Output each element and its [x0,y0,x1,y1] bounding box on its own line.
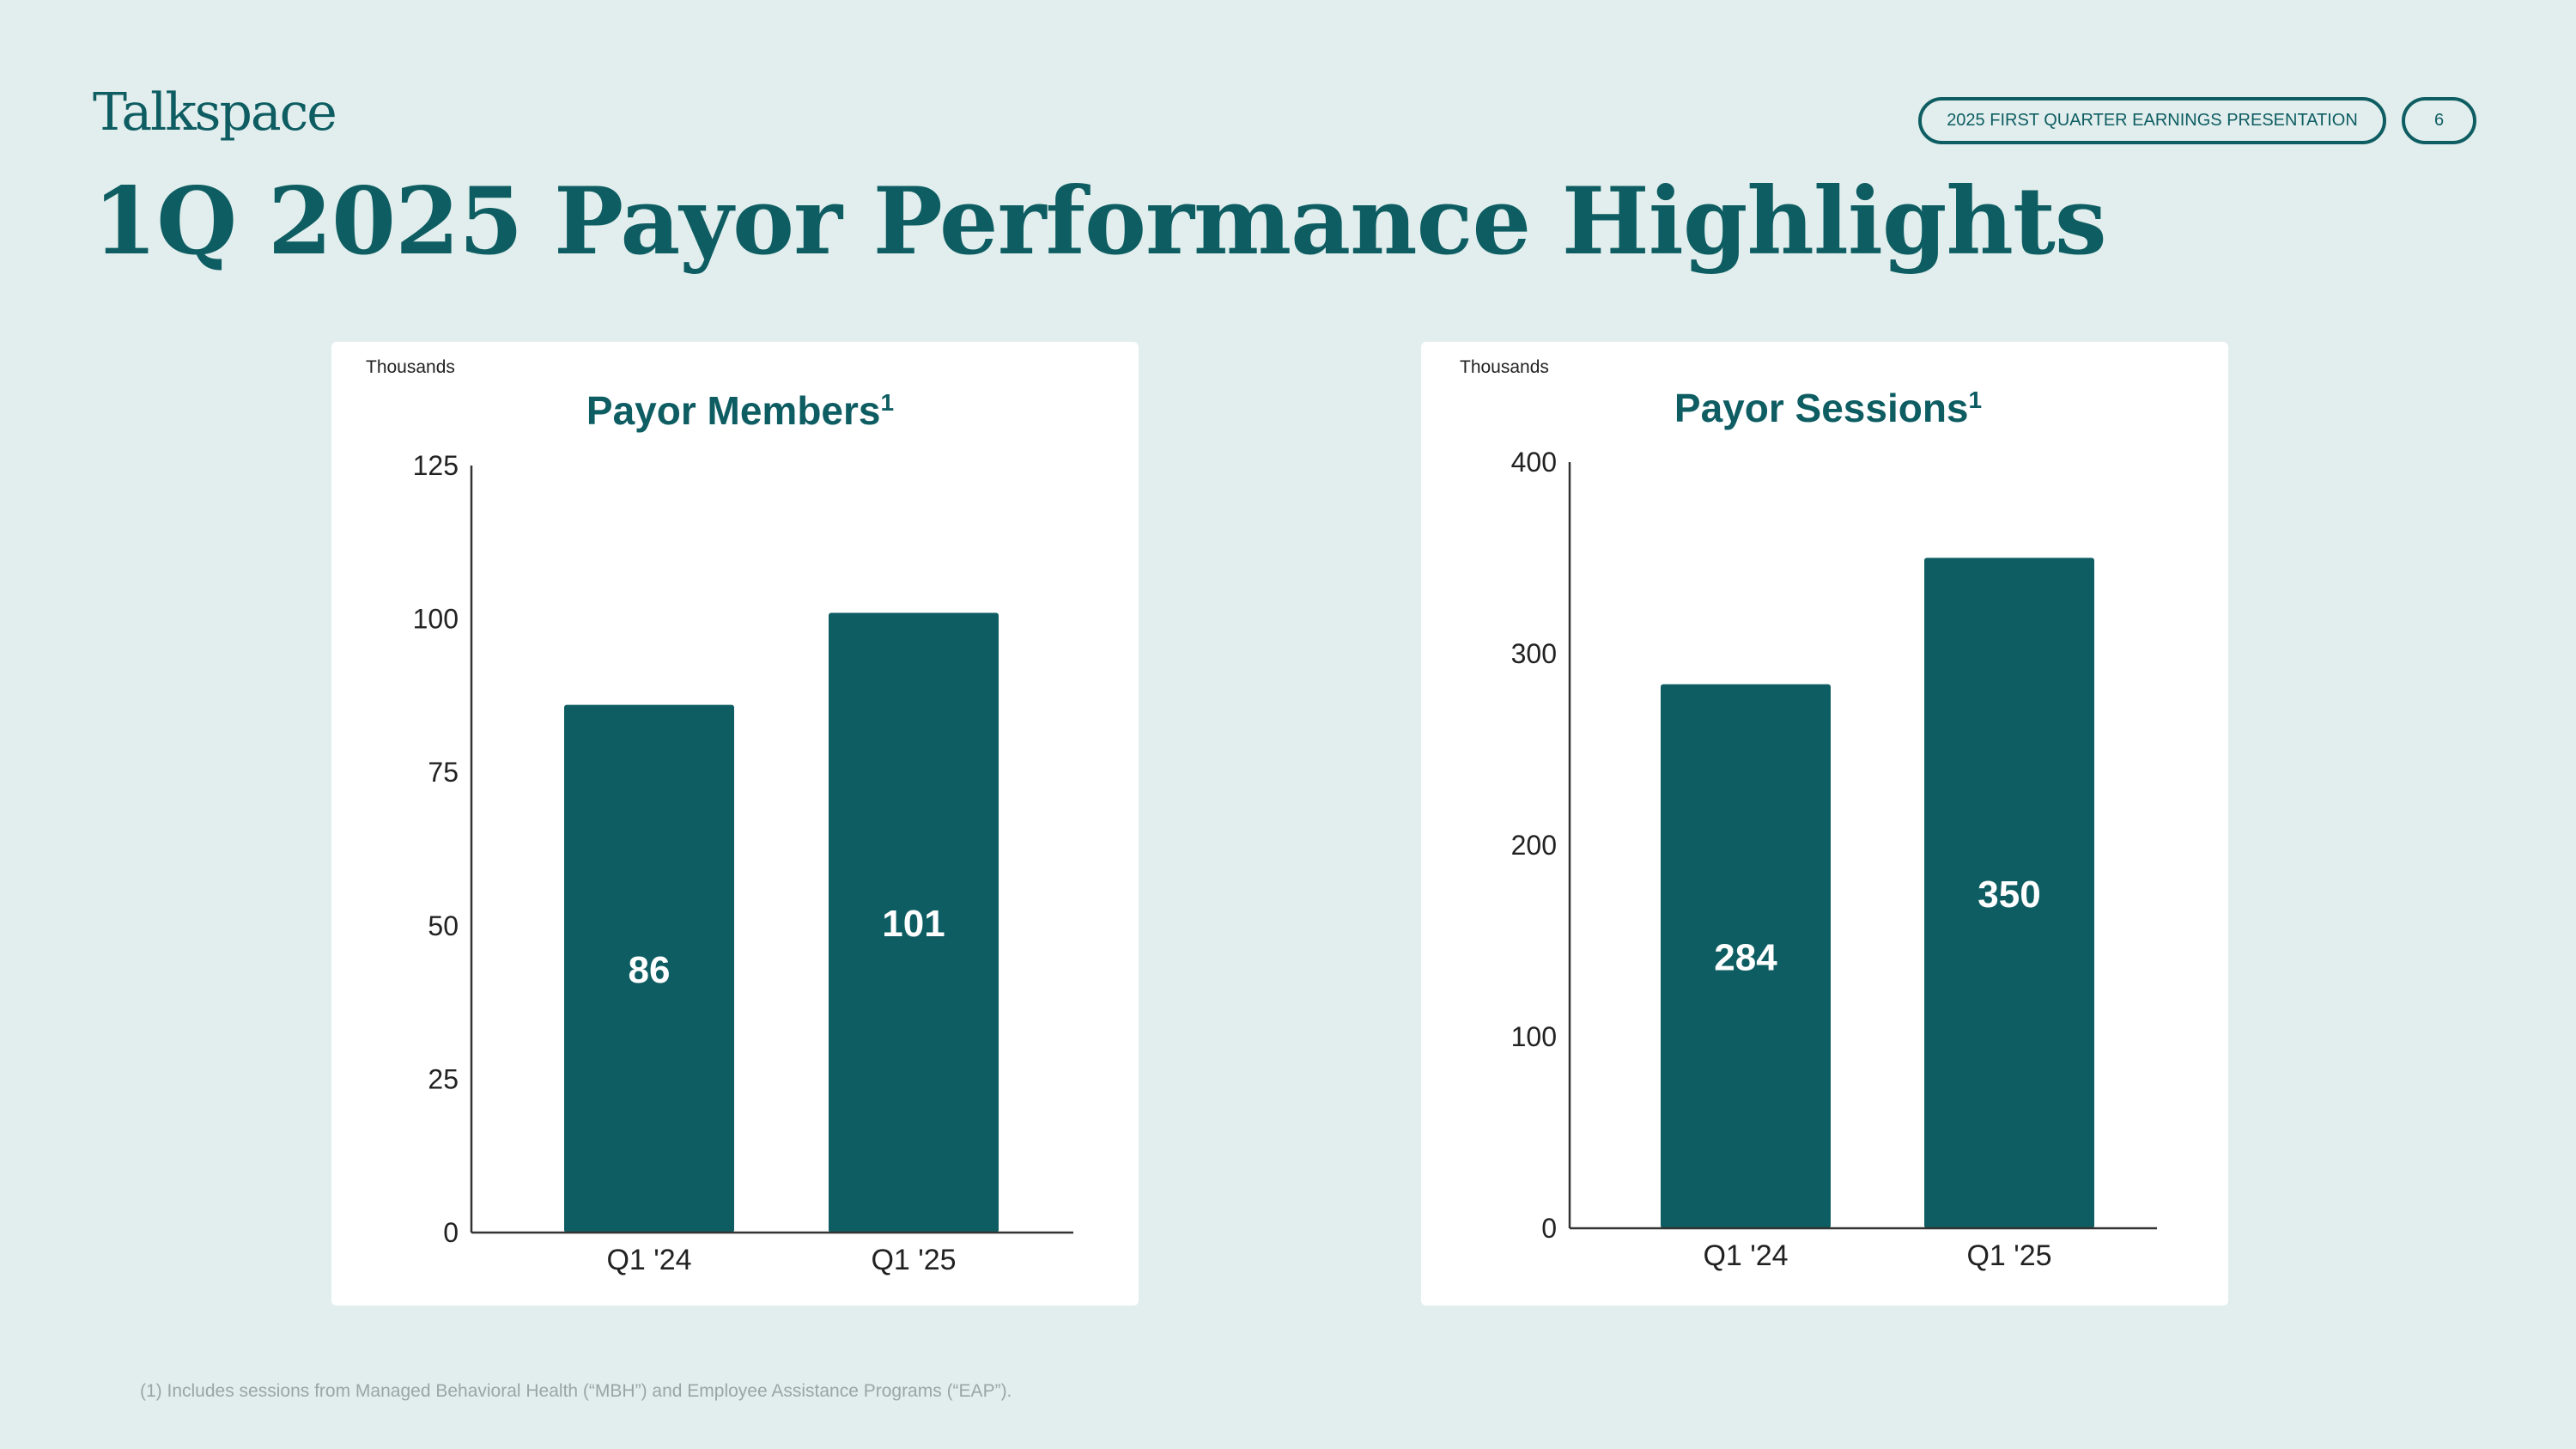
payor-sessions-chart: Thousands Payor Sessions1 284 350 0 100 200 3… [1460,357,2157,1272]
payor-members-chart: Thousands Payor Members1 86 101 0 25 50 75 100… [366,357,1073,1276]
y-tick-label: 200 [1511,830,1557,861]
payor-sessions-chart-card: Thousands Payor Sessions1 284 350 0 100 200 3… [1421,342,2228,1306]
chart-title: Payor Sessions1 [1674,386,1982,430]
y-tick-label: 75 [428,757,459,788]
y-tick-label: 400 [1511,447,1557,478]
x-category-label: Q1 '24 [1703,1239,1788,1272]
payor-members-chart-card: Thousands Payor Members1 86 101 0 25 50 75 100… [331,342,1139,1306]
y-tick-label: 0 [1541,1213,1557,1244]
bar [829,612,999,1233]
y-tick-label: 0 [443,1217,459,1248]
chart-unit-label: Thousands [366,357,455,377]
y-tick-label: 100 [413,604,459,635]
bar-value-label: 284 [1714,936,1777,978]
bar [564,704,734,1233]
chart-title: Payor Members1 [586,388,894,433]
y-tick-label: 300 [1511,638,1557,669]
page-number-badge: 6 [2402,97,2476,144]
y-tick-label: 50 [428,910,459,941]
bar [1924,557,2094,1228]
presentation-label-badge: 2025 FIRST QUARTER EARNINGS PRESENTATION [1918,97,2386,144]
bar-value-label: 350 [1978,874,2040,916]
bar-value-label: 86 [629,949,671,991]
x-category-label: Q1 '25 [871,1244,956,1276]
talkspace-logo: Talkspace [93,82,337,143]
page-title: 1Q 2025 Payor Performance Highlights [93,167,2107,276]
x-category-label: Q1 '25 [1966,1239,2051,1272]
footnote: (1) Includes sessions from Managed Behav… [140,1381,1012,1401]
x-category-label: Q1 '24 [606,1244,691,1276]
y-tick-label: 100 [1511,1021,1557,1052]
bar [1661,684,1831,1228]
chart-unit-label: Thousands [1460,357,1549,377]
y-tick-label: 25 [428,1063,459,1094]
bar-value-label: 101 [882,903,945,945]
y-tick-label: 125 [413,450,459,481]
